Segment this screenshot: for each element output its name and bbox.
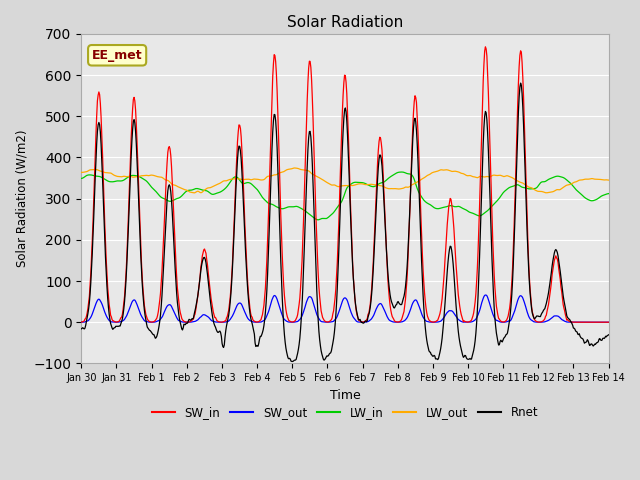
Title: Solar Radiation: Solar Radiation bbox=[287, 15, 403, 30]
Legend: SW_in, SW_out, LW_in, LW_out, Rnet: SW_in, SW_out, LW_in, LW_out, Rnet bbox=[147, 401, 543, 423]
Y-axis label: Solar Radiation (W/m2): Solar Radiation (W/m2) bbox=[15, 130, 28, 267]
Text: EE_met: EE_met bbox=[92, 49, 143, 62]
X-axis label: Time: Time bbox=[330, 389, 360, 402]
